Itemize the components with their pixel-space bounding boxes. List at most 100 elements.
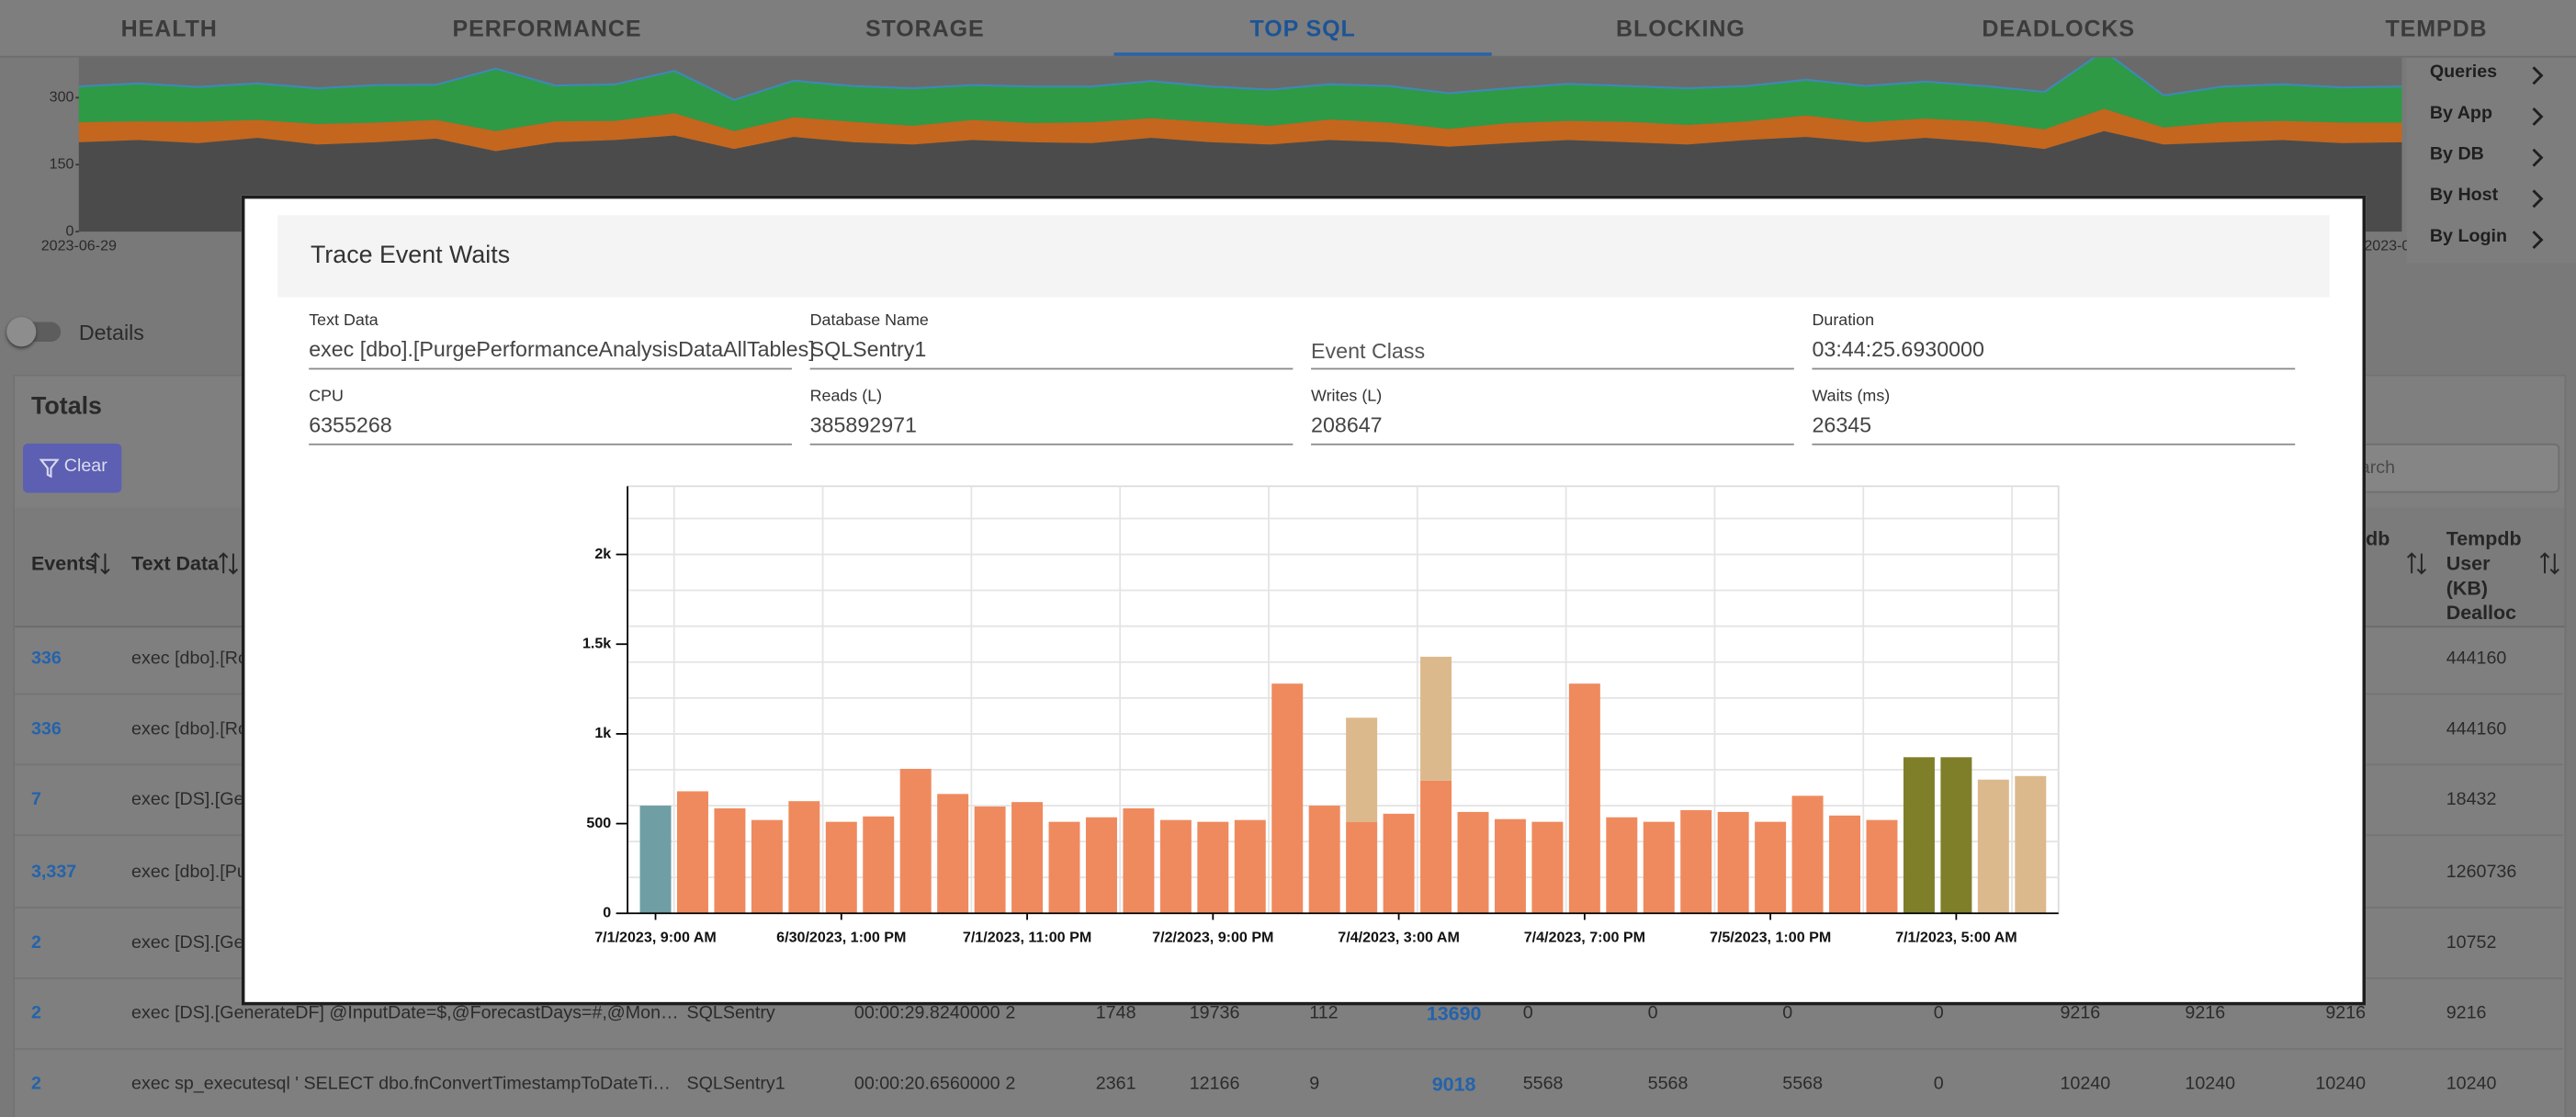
sort-icon[interactable] (2407, 552, 2427, 575)
bar (1457, 811, 1489, 914)
field-label: Writes (L) (1311, 388, 1383, 406)
tab[interactable]: HEALTH (120, 15, 218, 41)
y-tick-label: 500 (586, 815, 611, 831)
modal-header: Trace Event Waits (277, 215, 2330, 298)
table-cell: 18432 (2446, 790, 2497, 811)
table-cell: 00:00:29.8240000 (853, 1003, 1000, 1024)
event-link[interactable]: 2 (30, 1003, 41, 1024)
table-cell: 2361 (1095, 1074, 1136, 1095)
field-underline (1812, 443, 2296, 446)
field-label: Duration (1812, 311, 1875, 331)
field-underline (309, 443, 792, 446)
field-value: 03:44:25.6930000 (1812, 336, 1984, 362)
chevron-path (2532, 66, 2544, 85)
column-header[interactable]: db (2366, 527, 2390, 551)
bar (1606, 817, 1638, 914)
bar (788, 801, 820, 914)
bar (714, 807, 746, 914)
table-cell: exec [DS].[GenerateDF] @InputDate=$,@For… (131, 1003, 679, 1024)
bar (1717, 811, 1749, 914)
table-cell: exec [dbo].[Ro (131, 649, 248, 669)
event-link[interactable]: 2 (30, 932, 41, 953)
field-label: CPU (309, 388, 344, 406)
table-cell: 10752 (2446, 932, 2497, 953)
table-cell[interactable]: 9018 (1431, 1073, 1476, 1097)
bar (1531, 821, 1564, 914)
table-cell: 10240 (2446, 1074, 2497, 1095)
menu-item[interactable]: By Login (2429, 226, 2508, 247)
sort-icon[interactable] (219, 552, 239, 575)
toggle-knob[interactable] (6, 317, 37, 347)
bar (1085, 817, 1117, 914)
sort-arrows (2407, 552, 2427, 575)
chevron (2532, 148, 2544, 167)
menu-item[interactable]: By DB (2429, 144, 2484, 164)
tab[interactable]: STORAGE (864, 15, 985, 41)
tab[interactable]: PERFORMANCE (452, 15, 642, 41)
area (78, 108, 2402, 152)
tab[interactable]: TEMPDB (2385, 15, 2488, 41)
table-cell: SQLSentry (686, 1003, 775, 1024)
table-cell[interactable]: 13690 (1426, 1001, 1482, 1025)
event-link[interactable]: 336 (30, 649, 62, 669)
y-tick-label: 1k (594, 725, 611, 741)
column-header[interactable]: Tempdb User (KB) Dealloc (2446, 527, 2522, 625)
column-header[interactable]: Text Data (131, 551, 220, 575)
tab[interactable]: TOP SQL (1249, 15, 1356, 41)
menu-item[interactable]: Queries (2429, 62, 2498, 83)
field-label: Database Name (809, 311, 929, 331)
menu-item[interactable]: By App (2429, 103, 2492, 124)
bar (1159, 819, 1192, 914)
field-value: exec [dbo].[PurgePerformanceAnalysisData… (309, 336, 815, 362)
tab-bar: HEALTH PERFORMANCE STORAGE TOP SQL BLOCKING D… (0, 0, 2576, 58)
y-tick-label: 2k (594, 546, 611, 562)
tab[interactable]: DEADLOCKS (1982, 15, 2136, 41)
x-tick-label: 7/2/2023, 9:00 PM (1152, 929, 1273, 945)
sort-icon[interactable] (90, 552, 110, 575)
event-link[interactable]: 3,337 (30, 862, 77, 882)
event-link[interactable]: 7 (30, 790, 41, 811)
table-cell: SQLSentry1 (686, 1074, 785, 1095)
clear-button[interactable]: Clear (23, 443, 122, 493)
bar (1271, 683, 1304, 914)
event-link[interactable]: 336 (30, 719, 62, 740)
event-link[interactable]: 2 (30, 1074, 41, 1095)
menu-item[interactable]: By Host (2429, 186, 2499, 206)
bar (1420, 656, 1452, 781)
table-cell: exec [DS].[Ger (131, 932, 251, 953)
chevron (2532, 231, 2544, 250)
chevron-path (2532, 148, 2544, 167)
bar (974, 807, 1006, 914)
chevron (2532, 107, 2544, 126)
field-value: 385892971 (809, 412, 917, 437)
bar (1680, 809, 1712, 914)
table-cell: 0 (1647, 1003, 1658, 1024)
bar (1197, 821, 1229, 914)
field-underline (309, 367, 792, 370)
bar (1346, 717, 1378, 822)
chevron-path (2532, 107, 2544, 126)
table-cell: 9 (1309, 1074, 1320, 1095)
sort-arrows (2539, 552, 2559, 575)
table-cell: 2 (1005, 1003, 1016, 1024)
y-tick-label: 0 (603, 905, 611, 921)
field-underline (809, 443, 1294, 446)
tab[interactable]: BLOCKING (1616, 15, 1746, 41)
table-cell: 112 (1309, 1003, 1339, 1024)
x-tick-label: 7/5/2023, 1:00 PM (1710, 929, 1831, 945)
table-cell: 10240 (2185, 1074, 2236, 1095)
x-tick-label: 7/1/2023, 11:00 PM (963, 929, 1091, 945)
bar (751, 819, 783, 914)
sort-icon[interactable] (2539, 552, 2559, 575)
table-cell: 9216 (2185, 1003, 2226, 1024)
bar (1383, 813, 1415, 914)
bar (1234, 819, 1266, 914)
field-value: SQLSentry1 (809, 336, 927, 362)
table-cell: exec [dbo].[Ro (131, 719, 248, 740)
bar (1048, 821, 1080, 914)
column-header[interactable]: Events (30, 551, 96, 575)
table-cell: 00:00:20.6560000 (853, 1074, 1000, 1095)
search-input[interactable]: Search (2333, 443, 2560, 493)
